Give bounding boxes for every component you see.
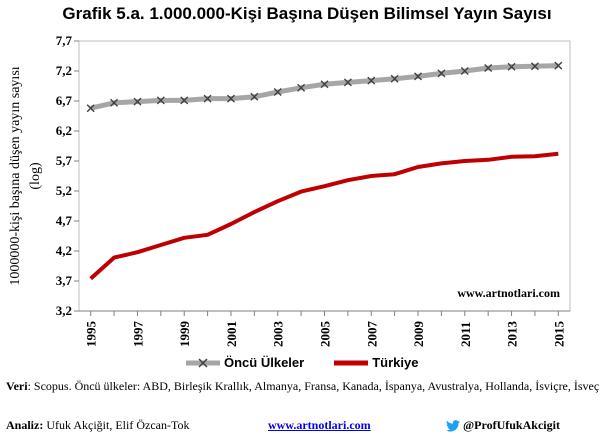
footer: Analiz: Ufuk Akçiğit, Elif Özcan-Tok www… xyxy=(6,418,610,434)
twitter-handle-text: @ProfUfukAkcigit xyxy=(463,418,560,432)
data-point-leaders xyxy=(414,72,423,81)
series-line-turkey xyxy=(89,151,559,281)
data-point-leaders xyxy=(273,88,282,96)
y-axis-title: 1000000-kişi başına düşen yayın sayısı xyxy=(8,66,23,285)
twitter-bird-icon xyxy=(446,419,460,432)
watermark: www.artnotlari.com xyxy=(457,286,560,300)
x-tick-label: 2005 xyxy=(318,321,333,348)
data-point-leaders xyxy=(86,104,95,113)
analysis-text: Ufuk Akçiğit, Elif Özcan-Tok xyxy=(43,418,190,432)
data-point-leaders xyxy=(390,74,399,83)
data-point-leaders xyxy=(320,80,329,89)
data-point-leaders xyxy=(297,83,306,92)
x-tick-label: 2003 xyxy=(271,321,286,348)
series-line-leaders xyxy=(90,63,559,111)
x-tick-label: 1995 xyxy=(84,321,99,348)
y-tick-label: 3,7 xyxy=(56,273,73,288)
x-tick-label: 2015 xyxy=(551,321,566,348)
y-tick-label: 6,7 xyxy=(56,93,73,108)
data-point-leaders xyxy=(437,69,446,78)
y-tick-label: 3,2 xyxy=(56,303,72,318)
x-tick-label: 2001 xyxy=(224,321,239,347)
data-point-leaders xyxy=(180,96,189,105)
y-tick-label: 7,2 xyxy=(56,63,72,78)
data-point-leaders xyxy=(460,67,469,75)
data-point-leaders xyxy=(156,96,165,105)
site-link[interactable]: www.artnotlari.com xyxy=(268,418,371,432)
legend-item-leaders: Öncü Ülkeler xyxy=(186,355,304,370)
x-tick-label: 2009 xyxy=(411,321,426,348)
data-point-leaders xyxy=(250,92,259,101)
legend-swatch-leaders xyxy=(186,357,220,368)
source-label: Veri xyxy=(6,379,28,393)
legend-label-leaders: Öncü Ülkeler xyxy=(224,355,305,370)
data-point-leaders xyxy=(484,64,493,72)
plot-frame xyxy=(78,40,571,312)
legend-label-turkey: Türkiye xyxy=(372,355,419,370)
x-tick-label: 1997 xyxy=(130,321,145,348)
legend: Öncü Ülkeler Türkiye xyxy=(186,355,448,370)
analysis-label: Analiz: xyxy=(6,418,44,432)
legend-swatch-turkey xyxy=(334,360,369,365)
y-tick-label: 7,7 xyxy=(56,33,73,48)
data-point-leaders xyxy=(226,94,235,103)
x-tick-label: 2013 xyxy=(505,321,520,348)
y-axis-title-unit: (log) xyxy=(28,162,43,190)
twitter-handle[interactable]: @ProfUfukAkcigit xyxy=(446,418,560,433)
y-tick-label: 4,7 xyxy=(56,213,73,228)
source-note: Veri: Scopus. Öncü ülkeler: ABD, Birleşi… xyxy=(6,379,610,393)
data-point-leaders xyxy=(133,97,142,106)
x-tick-label: 1999 xyxy=(177,321,192,348)
y-tick-label: 5,7 xyxy=(56,153,73,168)
data-point-leaders xyxy=(507,62,516,71)
legend-item-turkey: Türkiye xyxy=(334,355,418,370)
y-tick-label: 4,2 xyxy=(56,243,72,258)
source-text: : Scopus. Öncü ülkeler: ABD, Birleşik Kr… xyxy=(27,379,600,393)
data-point-leaders xyxy=(554,61,563,70)
data-point-leaders xyxy=(530,62,539,71)
y-tick-label: 6,2 xyxy=(56,123,72,138)
data-point-leaders xyxy=(343,78,352,87)
line-chart: 3,2 3,7 4,2 4,7 5,2 5,7 6,2 6,7 7,2 7,7 1995 1997 19… xyxy=(8,33,571,348)
x-tick-label: 2007 xyxy=(364,321,379,348)
data-point-leaders xyxy=(367,76,376,85)
data-point-leaders xyxy=(203,94,212,103)
y-tick-label: 5,2 xyxy=(56,183,72,198)
chart-title: Grafik 5.a. 1.000.000-Kişi Başına Düşen … xyxy=(62,4,552,23)
analysis-credit: Analiz: Ufuk Akçiğit, Elif Özcan-Tok xyxy=(6,418,189,433)
data-point-leaders xyxy=(110,98,119,107)
x-tick-label: 2011 xyxy=(458,322,473,347)
